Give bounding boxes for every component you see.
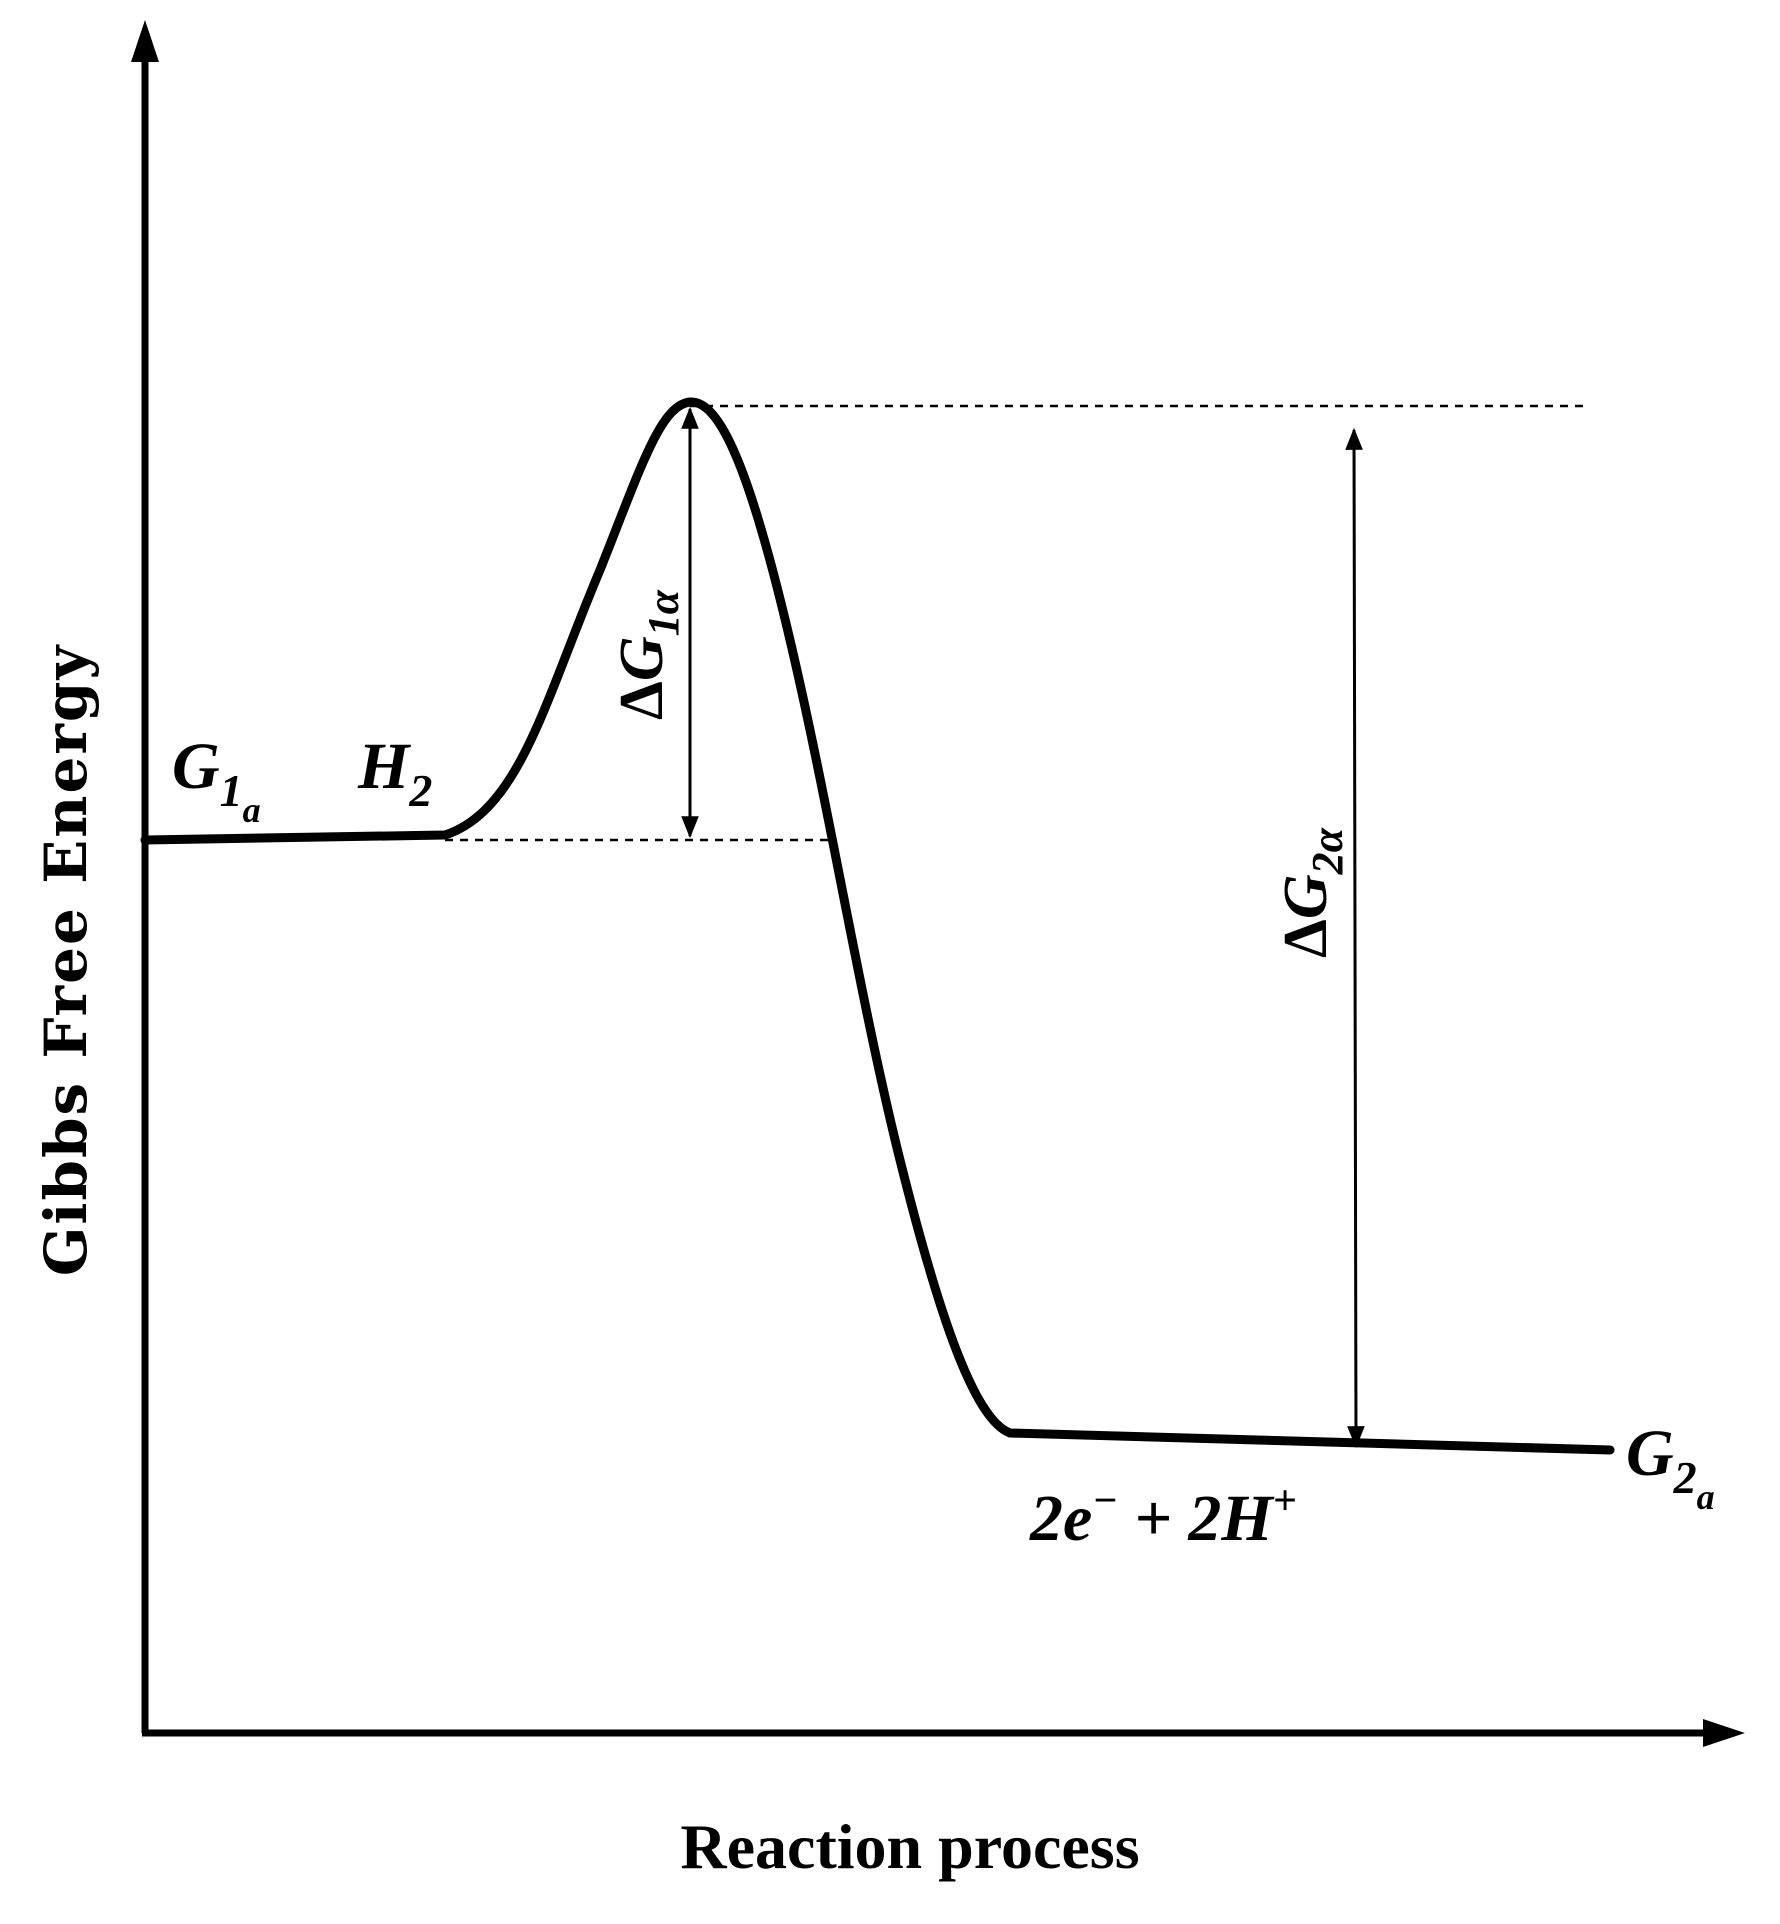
energy-profile-curve xyxy=(140,397,1615,1455)
initial-state-label: G1a xyxy=(172,730,261,830)
reaction-energy-arrow xyxy=(1345,427,1365,1449)
svg-text:ΔG1α: ΔG1α xyxy=(608,589,688,720)
products-label: 2e− + 2H+ xyxy=(1029,1478,1297,1555)
y-axis-arrowhead xyxy=(131,20,159,62)
x-axis-title: Reaction process xyxy=(680,1811,1139,1882)
y-axis xyxy=(131,20,159,1733)
x-axis xyxy=(142,1719,1745,1747)
final-state-label: G2a xyxy=(1626,1417,1715,1517)
y-axis-title: Gibbs Free Energy xyxy=(32,644,100,1277)
reactant-label: H2 xyxy=(357,730,432,816)
x-axis-arrowhead xyxy=(1703,1719,1745,1747)
svg-text:ΔG2α: ΔG2α xyxy=(1272,827,1352,958)
activation-energy-label: ΔG1α xyxy=(608,589,688,720)
reaction-energy-label: ΔG2α xyxy=(1272,827,1352,958)
